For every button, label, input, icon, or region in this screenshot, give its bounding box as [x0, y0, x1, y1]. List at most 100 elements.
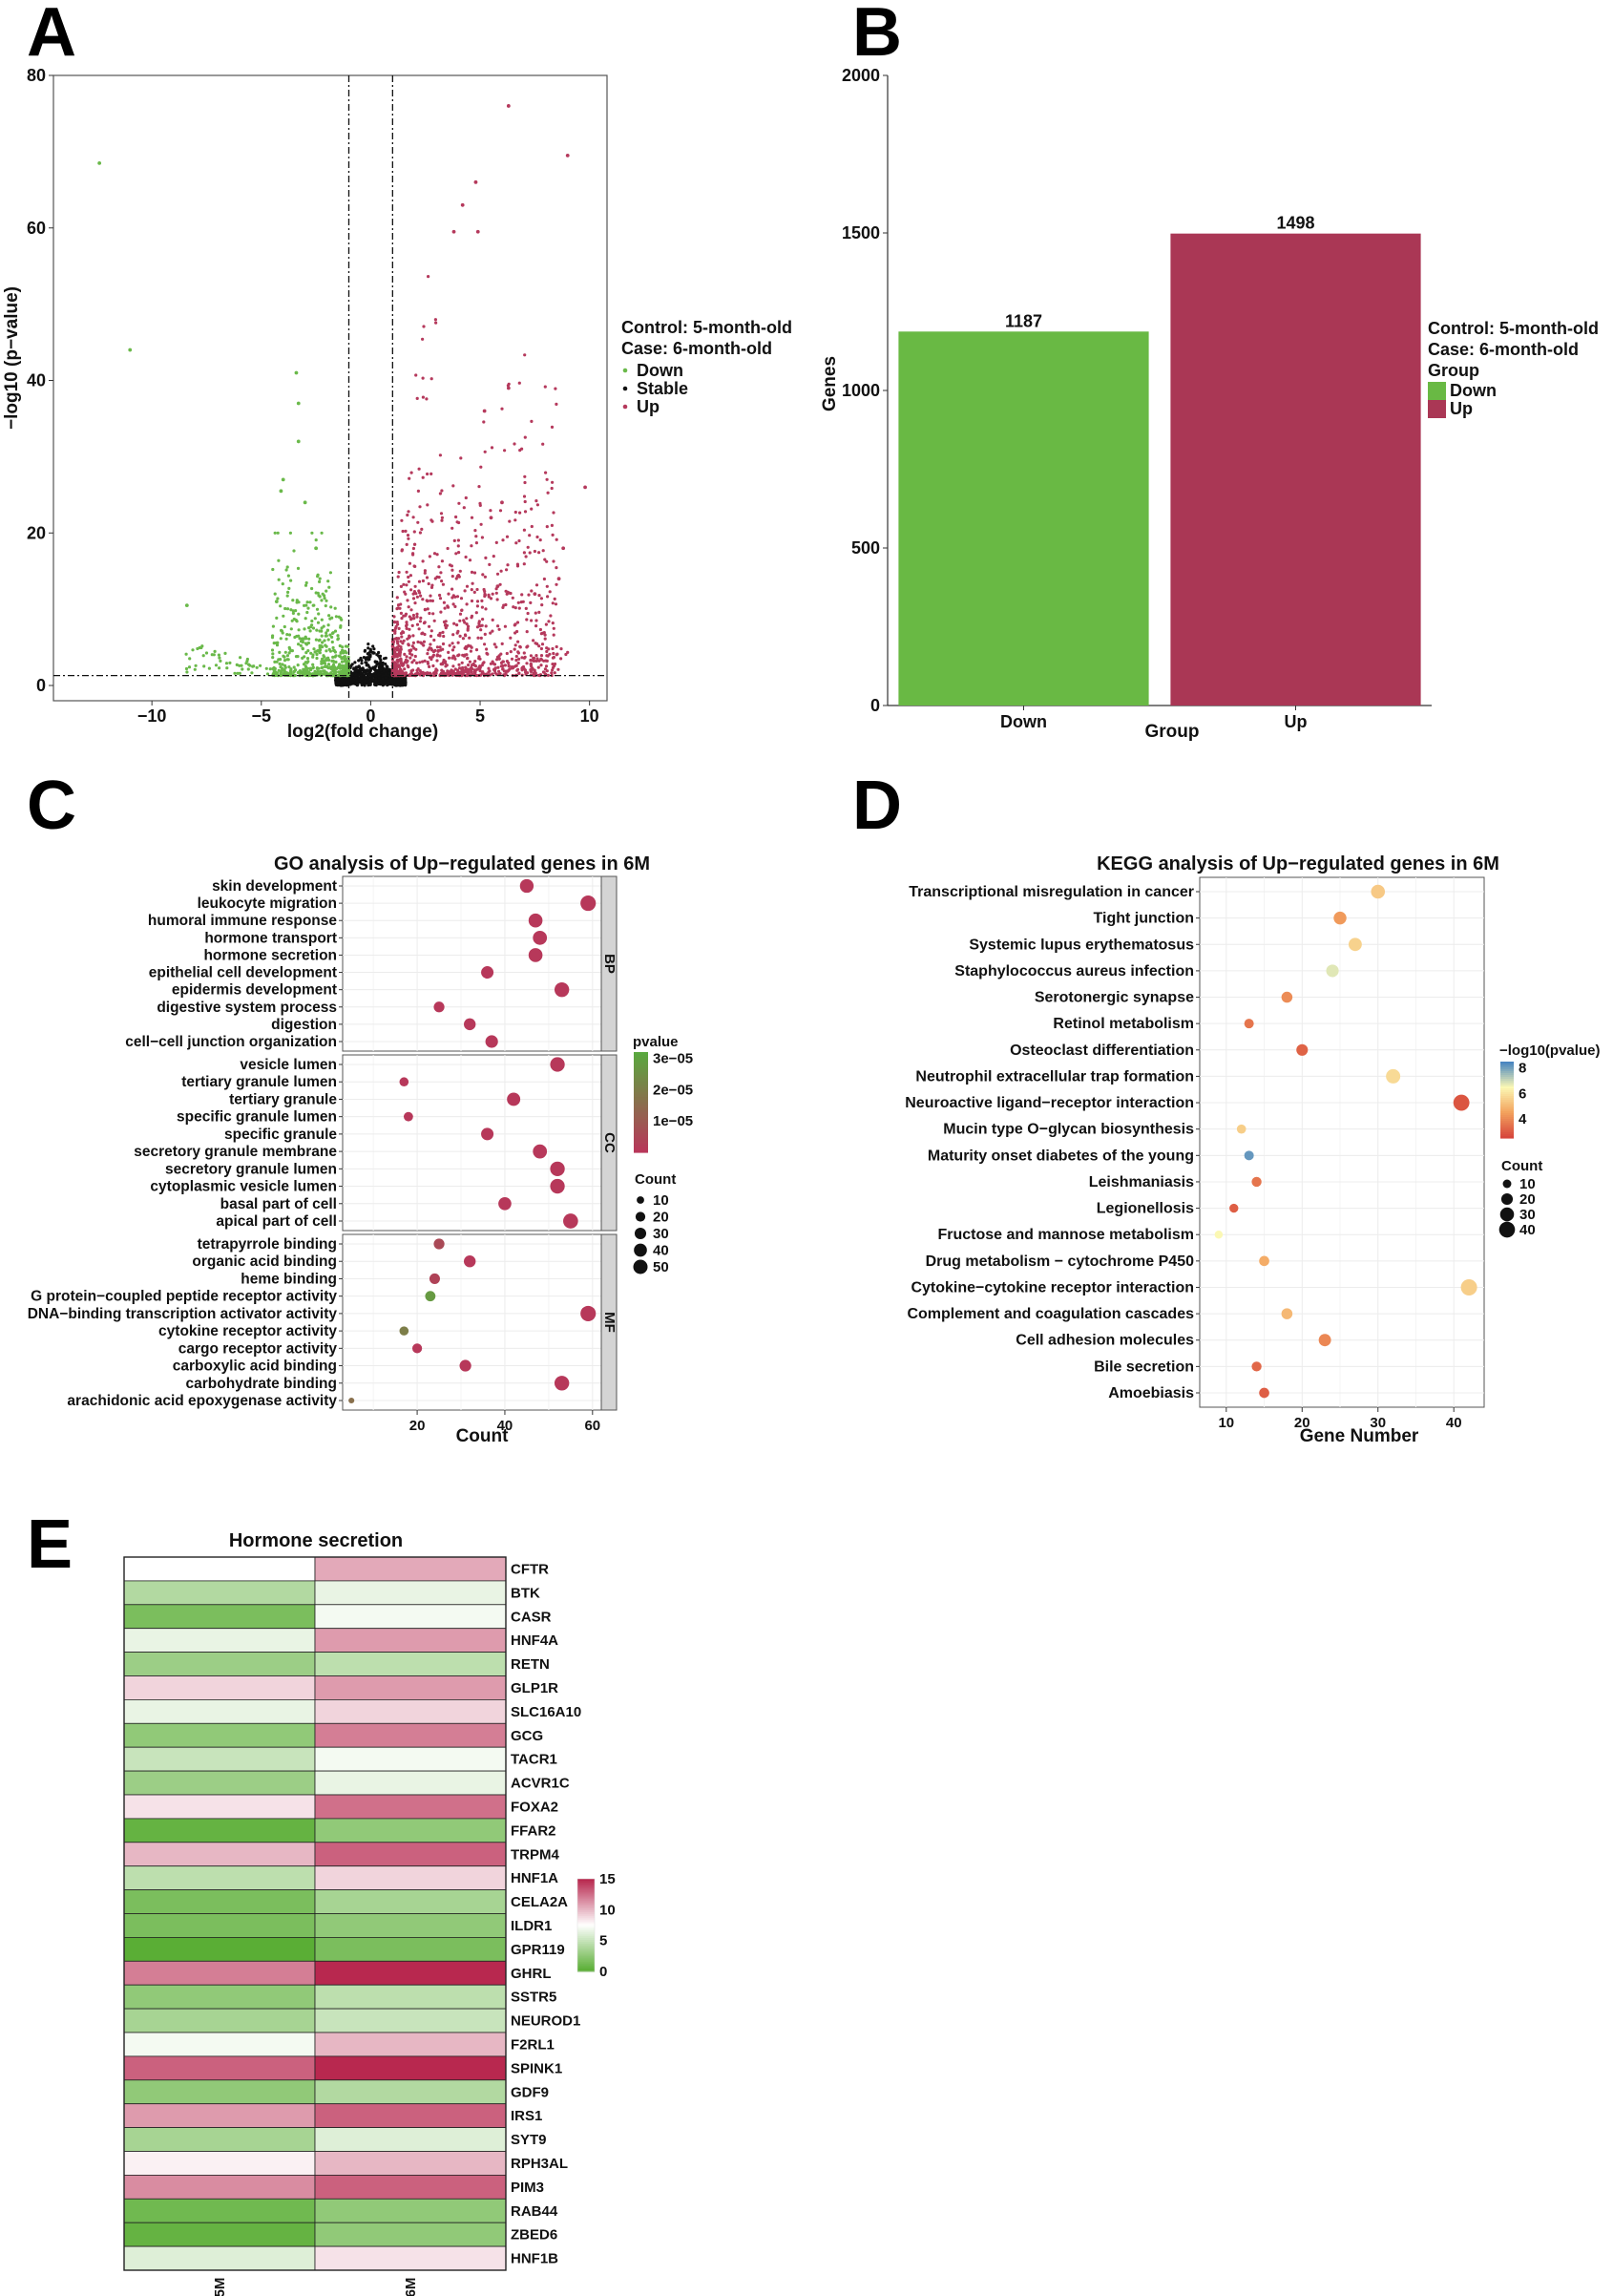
- volcano-point: [532, 659, 535, 663]
- heatmap-cell: [123, 1556, 316, 1582]
- volcano-point: [273, 670, 277, 674]
- volcano-point: [302, 669, 305, 673]
- volcano-point-down: [303, 500, 307, 505]
- size-legend-dot: [1502, 1179, 1512, 1189]
- scale-step: [577, 1908, 595, 1911]
- volcano-point: [225, 666, 229, 670]
- heatmap-cell: [123, 1865, 316, 1890]
- volcano-point: [450, 648, 455, 652]
- volcano-point: [481, 573, 485, 577]
- volcano-point: [284, 637, 288, 641]
- volcano-point: [245, 657, 249, 662]
- volcano-point-up: [489, 516, 493, 520]
- volcano-point: [435, 553, 439, 557]
- term-dot: [1386, 1068, 1401, 1084]
- volcano-point: [438, 654, 442, 658]
- volcano-point: [471, 581, 474, 585]
- volcano-point: [274, 673, 278, 677]
- volcano-point: [408, 656, 412, 660]
- term-dot: [1371, 884, 1386, 899]
- volcano-point: [271, 652, 275, 656]
- volcano-point: [432, 619, 436, 622]
- volcano-point-down: [296, 439, 301, 444]
- heatmap-row-label: BTK: [511, 1585, 540, 1601]
- term-label: humoral immune response: [148, 913, 337, 929]
- volcano-point: [377, 650, 381, 655]
- colorbar-step: [1500, 1134, 1514, 1137]
- scale-step: [577, 1879, 595, 1882]
- colorbar-step: [1500, 1079, 1514, 1082]
- volcano-point: [477, 657, 481, 661]
- volcano-point: [336, 634, 340, 638]
- volcano-point: [318, 577, 322, 580]
- heatmap: Hormone secretion CFTR BTK CASR HNF4A RETN GL…: [123, 1530, 616, 2296]
- volcano-point: [480, 599, 484, 603]
- volcano-point: [212, 653, 216, 657]
- volcano-point: [304, 637, 308, 641]
- volcano-point: [349, 678, 353, 682]
- x-tick-label: 20: [409, 1418, 426, 1434]
- volcano-point: [417, 627, 421, 631]
- volcano-point: [484, 556, 488, 560]
- volcano-point: [340, 660, 345, 664]
- volcano-point: [421, 559, 425, 563]
- volcano-point: [228, 661, 232, 665]
- colorbar-step: [634, 1054, 648, 1058]
- volcano-point: [296, 566, 301, 571]
- volcano-point: [241, 667, 244, 671]
- volcano-point: [525, 662, 529, 665]
- volcano-point: [337, 681, 341, 685]
- volcano-point: [450, 596, 454, 600]
- scale-step: [577, 1930, 595, 1933]
- volcano-point: [552, 559, 555, 563]
- heatmap-cell: [123, 1746, 316, 1772]
- volcano-point: [405, 621, 408, 624]
- volcano-point: [247, 663, 251, 666]
- volcano-point: [474, 611, 478, 615]
- volcano-point: [550, 486, 554, 491]
- volcano-point: [395, 621, 399, 624]
- volcano-point: [340, 669, 344, 674]
- volcano-point: [395, 645, 400, 649]
- volcano-point: [523, 353, 527, 357]
- volcano-point: [324, 604, 327, 608]
- volcano-point: [339, 616, 343, 621]
- heatmap-cell: [123, 1675, 316, 1700]
- volcano-point: [316, 591, 320, 595]
- heatmap-row-label: NEUROD1: [511, 2013, 580, 2030]
- volcano-x-label: log2(fold change): [287, 722, 438, 742]
- colorbar-step: [634, 1125, 648, 1128]
- volcano-point: [353, 661, 357, 664]
- volcano-point: [546, 491, 550, 495]
- volcano-point: [399, 659, 403, 664]
- heatmap-row-label: HNF4A: [511, 1632, 558, 1649]
- facet-strip: [600, 1233, 618, 1411]
- scale-step: [577, 1903, 595, 1906]
- term-label: epidermis development: [172, 982, 337, 999]
- volcano-point: [517, 606, 521, 610]
- heatmap-row-label: SLC16A10: [511, 1704, 581, 1720]
- volcano-point: [548, 652, 552, 656]
- volcano-point: [356, 683, 360, 686]
- volcano-point: [538, 627, 543, 632]
- volcano-point: [450, 671, 453, 675]
- volcano-point: [280, 669, 283, 673]
- scale-label: 15: [599, 1871, 616, 1887]
- volcano-point: [304, 661, 309, 664]
- volcano-point-up: [533, 592, 537, 597]
- scale-step: [577, 1895, 595, 1898]
- volcano-point: [418, 669, 422, 673]
- volcano-point: [346, 682, 349, 685]
- volcano-point: [438, 631, 442, 636]
- heatmap-cell: [314, 2055, 507, 2081]
- volcano-point: [513, 623, 516, 627]
- volcano-point: [400, 518, 404, 522]
- volcano-point: [470, 645, 473, 649]
- volcano-point: [318, 629, 322, 633]
- scale-step: [577, 1880, 595, 1884]
- volcano-point: [428, 624, 431, 628]
- volcano-point: [439, 648, 443, 652]
- volcano-point: [509, 636, 513, 640]
